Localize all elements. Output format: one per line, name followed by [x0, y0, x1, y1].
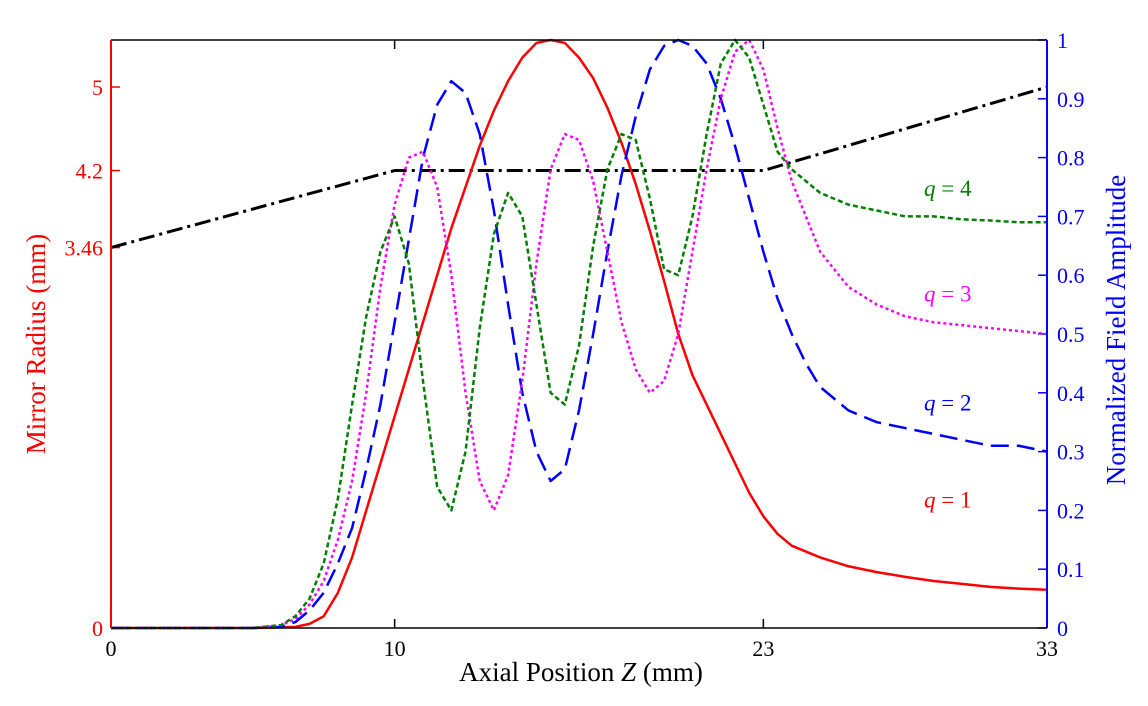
label-group: Axial Position Z (mm) Mirror Radius (mm) N…: [21, 175, 1131, 687]
right-tick-label: 0: [1057, 616, 1068, 641]
series-label-q2: q = 2: [924, 390, 971, 415]
series-line-q2: [111, 38, 1048, 630]
series-line-q4: [111, 38, 1047, 630]
series-line-mirror-radius: [110, 85, 1048, 250]
right-tick-label: 0.9: [1057, 87, 1085, 112]
series-label-q-eq: = 4: [935, 176, 971, 201]
right-tick-label: 0.4: [1057, 381, 1085, 406]
series-label-q4: q = 4: [924, 176, 972, 201]
right-axis-title: Normalized Field Amplitude: [1101, 175, 1131, 485]
series-label-q-var: q: [924, 282, 936, 307]
series-label-q1: q = 1: [924, 487, 971, 512]
frame-group: [110, 39, 1048, 629]
x-tick-label: 33: [1036, 636, 1058, 661]
x-tick-label: 23: [752, 636, 774, 661]
right-tick-label: 0.6: [1057, 263, 1085, 288]
x-tick-label: 0: [106, 636, 117, 661]
series-label-q-var: q: [924, 176, 936, 201]
series-group: [110, 38, 1048, 630]
x-axis-title: Axial Position Z (mm): [459, 657, 703, 687]
x-tick-label: 10: [384, 636, 406, 661]
x-axis-title-suffix: (mm): [636, 657, 703, 687]
x-axis-title-prefix: Axial Position: [459, 657, 621, 687]
series-label-q-eq: = 2: [935, 390, 971, 415]
series-label-q-eq: = 1: [935, 487, 971, 512]
series-line-q1: [111, 38, 1048, 630]
left-tick-label: 5: [92, 75, 103, 100]
series-label-q-var: q: [924, 487, 936, 512]
left-axis-title: Mirror Radius (mm): [21, 234, 51, 454]
right-tick-label: 0.8: [1057, 146, 1085, 171]
tick-group: 0 10 23 3303.464.2500.10.20.30.40.50.60.70.…: [65, 28, 1085, 661]
left-tick-label: 3.46: [65, 236, 104, 261]
right-tick-label: 0.1: [1057, 557, 1085, 582]
series-label-q-var: q: [924, 390, 936, 415]
left-tick-label: 4.2: [76, 159, 104, 184]
right-tick-label: 0.2: [1057, 498, 1085, 523]
series-label-q-eq: = 3: [935, 282, 971, 307]
right-tick-label: 1: [1057, 28, 1068, 53]
series-line-q3: [111, 38, 1048, 630]
right-tick-label: 0.7: [1057, 204, 1085, 229]
series-label-q3: q = 3: [924, 282, 971, 307]
left-tick-label: 0: [92, 616, 103, 641]
right-tick-label: 0.5: [1057, 322, 1085, 347]
x-axis-title-var: Z: [621, 657, 637, 687]
right-tick-label: 0.3: [1057, 440, 1085, 465]
